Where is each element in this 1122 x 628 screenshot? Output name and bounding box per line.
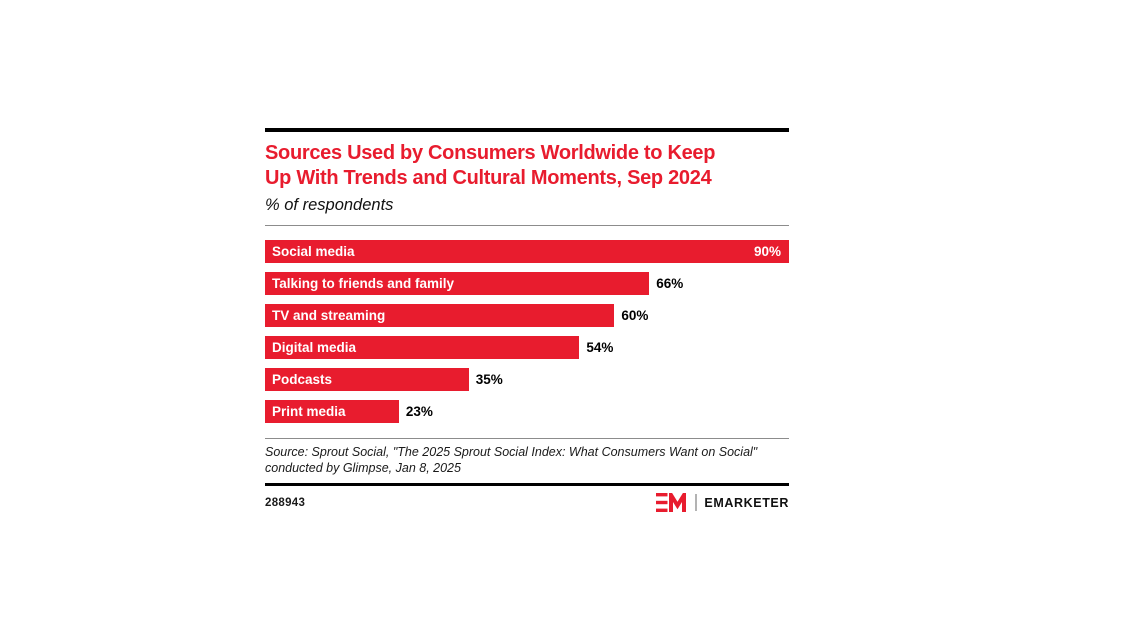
bar-podcasts: Podcasts [265, 368, 469, 391]
logo-wordmark: EMARKETER [704, 495, 789, 510]
top-rule [265, 128, 789, 132]
bar-print-media: Print media [265, 400, 399, 423]
bar-row: Print media 23% [265, 400, 789, 423]
bar-chart: Social media 90% Talking to friends and fa… [265, 240, 789, 423]
bar-row: Social media 90% [265, 240, 789, 263]
chart-title: Sources Used by Consumers Worldwide to K… [265, 141, 789, 191]
bar-row: TV and streaming 60% [265, 304, 789, 327]
bar-category-label: TV and streaming [272, 308, 386, 323]
logo-divider [695, 494, 698, 511]
chart-id: 288943 [265, 496, 306, 509]
bar-talking-to-friends-and-family: Talking to friends and family [265, 272, 650, 295]
bar-category-label: Print media [272, 404, 346, 419]
bottom-rule [265, 483, 789, 486]
bar-category-label: Digital media [272, 340, 357, 355]
chart-title-line-2: Up With Trends and Cultural Moments, Sep… [265, 167, 712, 189]
emarketer-logo: EMARKETER [656, 493, 789, 512]
bar-category-label: Podcasts [272, 372, 333, 387]
bar-category-label: Social media [272, 244, 355, 259]
bar-value-label: 54% [586, 340, 614, 355]
bar-category-label: Talking to friends and family [272, 276, 455, 291]
em-logo-icon [656, 493, 687, 512]
bar-row: Podcasts 35% [265, 368, 789, 391]
bar-row: Digital media 54% [265, 336, 789, 359]
chart-title-line-1: Sources Used by Consumers Worldwide to K… [265, 142, 716, 164]
header-divider [265, 225, 789, 226]
source-note: Source: Sprout Social, "The 2025 Sprout … [265, 445, 758, 475]
chart-subtitle: % of respondents [265, 196, 394, 214]
bar-row: Talking to friends and family 66% [265, 272, 789, 295]
bar-value-label: 35% [475, 372, 503, 387]
bar-social-media: Social media 90% [265, 240, 789, 263]
footer: 288943 EMARKETER [265, 493, 789, 512]
bar-tv-and-streaming: TV and streaming [265, 304, 615, 327]
chart-board: Sources Used by Consumers Worldwide to K… [265, 128, 789, 512]
bar-digital-media: Digital media [265, 336, 580, 359]
bar-value-label: 90% [753, 244, 781, 259]
bar-value-label: 23% [405, 404, 433, 419]
bar-value-label: 60% [621, 308, 649, 323]
bar-value-label: 66% [656, 276, 684, 291]
source-divider [265, 438, 789, 439]
